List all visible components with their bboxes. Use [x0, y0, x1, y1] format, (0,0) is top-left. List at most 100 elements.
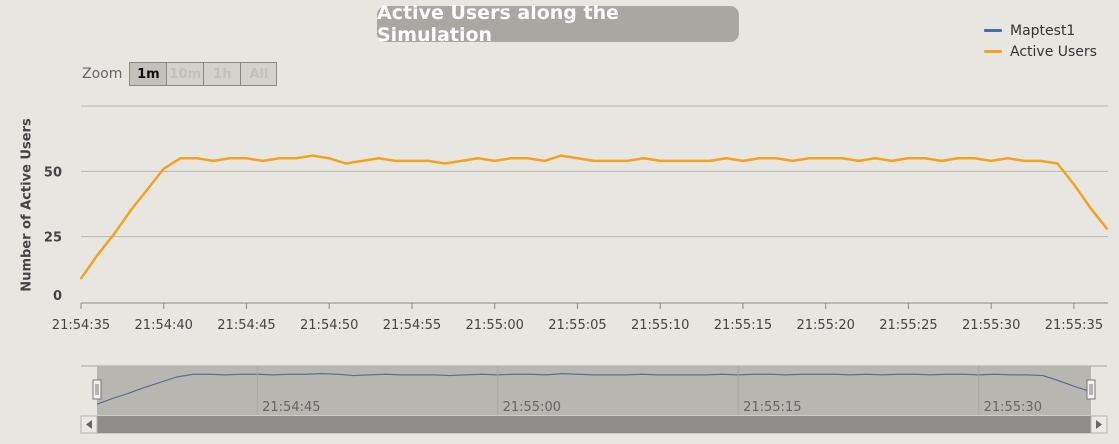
data-point-active-users [1039, 159, 1042, 162]
x-tick-label-8: 21:55:15 [714, 318, 772, 333]
data-point-active-users [493, 159, 496, 162]
data-point-active-users [593, 159, 595, 162]
x-tick-label-5: 21:55:00 [466, 318, 524, 333]
navigator-handle-left[interactable] [92, 379, 102, 400]
data-point-active-users [179, 157, 182, 160]
data-point-active-users [195, 157, 198, 160]
x-tick-label-9: 21:55:20 [796, 318, 854, 333]
data-point-active-users [146, 188, 149, 191]
zoom-button-1h[interactable]: 1h [203, 62, 241, 86]
navigator-tick-label-2: 21:55:15 [743, 400, 801, 415]
zoom-button-1m[interactable]: 1m [129, 62, 167, 86]
x-tick-label-3: 21:54:50 [300, 318, 358, 333]
arrow-left-icon [86, 420, 92, 429]
navigator-tick-label-3: 21:55:30 [984, 400, 1042, 415]
data-point-active-users [659, 159, 662, 162]
zoom-button-10m[interactable]: 10m [166, 62, 204, 86]
navigator-selected-range[interactable] [97, 366, 1091, 415]
navigator-handle-right[interactable] [1086, 379, 1096, 400]
data-point-active-users [1089, 206, 1092, 209]
legend-swatch-maptest1 [984, 29, 1002, 32]
data-point-active-users [642, 157, 645, 160]
x-tick-label-6: 21:55:05 [548, 318, 606, 333]
data-point-active-users [626, 159, 629, 162]
legend-item-active-users[interactable]: Active Users [984, 41, 1097, 62]
data-point-active-users [857, 159, 860, 162]
data-point-active-users [741, 159, 744, 162]
data-point-active-users [775, 157, 778, 160]
scrollbar-thumb[interactable] [97, 416, 1091, 433]
data-point-active-users [692, 159, 695, 162]
data-point-active-users [1006, 157, 1009, 160]
legend-item-maptest1[interactable]: Maptest1 [984, 20, 1097, 41]
data-point-active-users [957, 157, 960, 160]
zoom-buttons: 1m 10m 1h All [129, 62, 278, 86]
x-tick-label-4: 21:54:55 [383, 318, 441, 333]
legend-label-active-users: Active Users [1010, 43, 1097, 60]
y-tick-label-50: 50 [44, 165, 62, 180]
zoom-selector: Zoom 1m 10m 1h All [82, 62, 278, 86]
data-point-active-users [824, 157, 827, 160]
data-point-active-users [212, 159, 215, 162]
data-point-active-users [295, 157, 298, 160]
data-point-active-users [841, 157, 844, 160]
data-point-active-users [477, 157, 480, 160]
x-tick-label-1: 21:54:40 [135, 318, 193, 333]
data-point-active-users [278, 157, 281, 160]
x-tick-label-0: 21:54:35 [52, 318, 110, 333]
x-tick-label-10: 21:55:25 [879, 318, 937, 333]
y-tick-label-25: 25 [44, 231, 62, 246]
data-point-active-users [675, 159, 678, 162]
data-point-active-users [344, 162, 347, 165]
data-point-active-users [725, 157, 728, 160]
data-point-active-users [874, 157, 877, 160]
data-point-active-users [609, 159, 612, 162]
data-point-active-users [791, 159, 794, 162]
zoom-label: Zoom [82, 66, 123, 82]
data-point-active-users [328, 157, 331, 160]
zoom-button-all[interactable]: All [240, 62, 278, 86]
data-point-active-users [973, 157, 976, 160]
navigator-tick-label-0: 21:54:45 [262, 400, 320, 415]
data-point-active-users [311, 154, 314, 157]
data-point-active-users [394, 159, 397, 162]
data-point-active-users [1023, 159, 1026, 162]
data-point-active-users [940, 159, 943, 162]
arrow-right-icon [1096, 420, 1102, 429]
data-point-active-users [460, 159, 463, 162]
chart-title: Active Users along the Simulation [377, 2, 739, 46]
data-point-active-users [576, 157, 579, 160]
data-point-active-users [410, 159, 413, 162]
data-point-active-users [1072, 183, 1075, 186]
y-axis-label: Number of Active Users [19, 118, 35, 292]
x-tick-label-11: 21:55:30 [962, 318, 1020, 333]
data-point-active-users [923, 157, 926, 160]
navigator-tick-label-1: 21:55:00 [503, 400, 561, 415]
data-point-active-users [361, 159, 364, 162]
data-point-active-users [228, 157, 231, 160]
series-line-active-users [79, 154, 1108, 280]
legend-swatch-active-users [984, 50, 1002, 53]
data-point-active-users [758, 157, 761, 160]
data-point-active-users [162, 167, 165, 170]
data-point-active-users [1106, 227, 1108, 230]
data-point-active-users [444, 162, 447, 165]
x-tick-label-7: 21:55:10 [631, 318, 689, 333]
data-point-active-users [708, 159, 711, 162]
data-point-active-users [890, 159, 893, 162]
data-point-active-users [377, 157, 380, 160]
x-tick-label-12: 21:55:35 [1045, 318, 1103, 333]
data-point-active-users [96, 253, 99, 256]
y-tick-label-0: 0 [53, 289, 62, 304]
data-point-active-users [543, 159, 546, 162]
data-point-active-users [113, 233, 116, 236]
data-point-active-users [262, 159, 265, 162]
legend-label-maptest1: Maptest1 [1010, 22, 1076, 39]
data-point-active-users [80, 277, 82, 280]
data-point-active-users [510, 157, 513, 160]
navigator-series-line [96, 372, 1092, 405]
data-point-active-users [808, 157, 811, 160]
data-point-active-users [907, 157, 910, 160]
